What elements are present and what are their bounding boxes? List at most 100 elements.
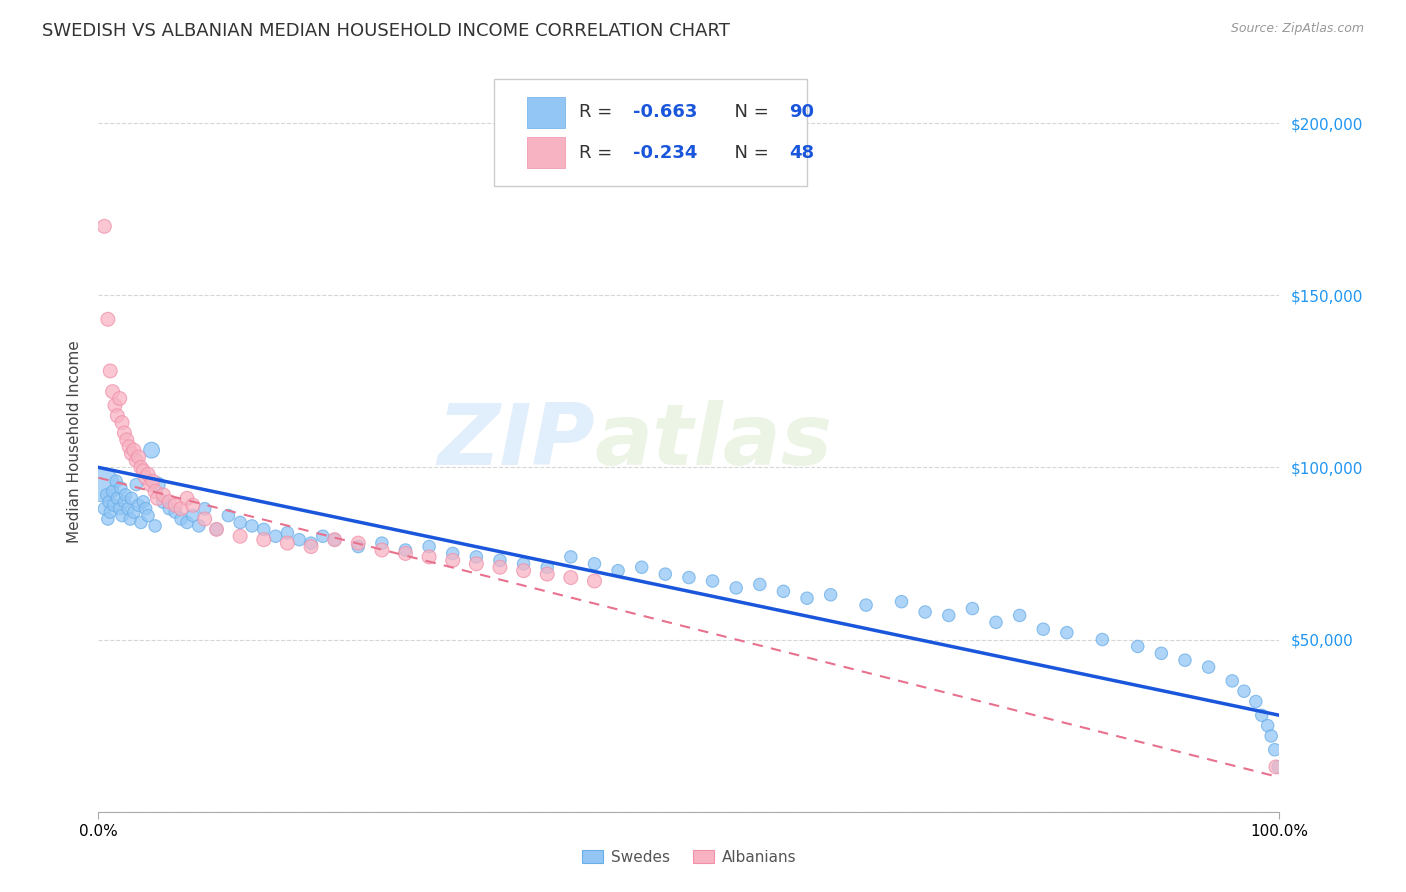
Point — [938, 608, 960, 623]
Text: -0.663: -0.663 — [634, 103, 697, 121]
Point — [103, 498, 125, 512]
Point — [142, 474, 165, 488]
Point — [136, 508, 159, 523]
Point — [105, 491, 128, 506]
Point — [132, 464, 155, 478]
Point — [371, 543, 394, 558]
Point — [371, 536, 394, 550]
Point — [772, 584, 794, 599]
Point — [418, 540, 440, 554]
Point — [118, 440, 141, 454]
Point — [1174, 653, 1197, 667]
Point — [1244, 694, 1267, 708]
Point — [176, 491, 198, 506]
Point — [205, 522, 228, 536]
Point — [1056, 625, 1078, 640]
Point — [583, 574, 606, 588]
Point — [93, 501, 115, 516]
Point — [132, 495, 155, 509]
Point — [112, 425, 135, 440]
Point — [96, 488, 118, 502]
Point — [264, 529, 287, 543]
Point — [121, 491, 143, 506]
Point — [1260, 729, 1282, 743]
Point — [105, 474, 128, 488]
Point — [1220, 673, 1243, 688]
Point — [276, 525, 298, 540]
Point — [984, 615, 1007, 630]
Point — [820, 588, 842, 602]
FancyBboxPatch shape — [494, 78, 807, 186]
Point — [914, 605, 936, 619]
Legend: Swedes, Albanians: Swedes, Albanians — [575, 844, 803, 871]
Point — [117, 501, 139, 516]
Point — [654, 567, 676, 582]
FancyBboxPatch shape — [527, 137, 565, 169]
Point — [702, 574, 724, 588]
Point — [108, 392, 131, 406]
Point — [276, 536, 298, 550]
Point — [288, 533, 311, 547]
Point — [143, 519, 166, 533]
Point — [108, 501, 131, 516]
Point — [312, 529, 335, 543]
Point — [512, 557, 534, 571]
Point — [122, 443, 145, 458]
Point — [229, 529, 252, 543]
Point — [1257, 718, 1279, 732]
Point — [1150, 646, 1173, 660]
Point — [101, 484, 124, 499]
Point — [146, 477, 169, 491]
Point — [748, 577, 770, 591]
Point — [962, 601, 984, 615]
Point — [136, 467, 159, 482]
Point — [111, 508, 134, 523]
Point — [125, 477, 148, 491]
Point — [418, 549, 440, 564]
Y-axis label: Median Household Income: Median Household Income — [67, 340, 83, 543]
Point — [512, 564, 534, 578]
Point — [93, 219, 115, 234]
Point — [152, 495, 174, 509]
Point — [181, 508, 204, 523]
Point — [141, 443, 163, 458]
Point — [157, 495, 180, 509]
Point — [91, 477, 114, 491]
Point — [181, 498, 204, 512]
Point — [112, 495, 135, 509]
Point — [129, 460, 152, 475]
Point — [98, 505, 121, 519]
Point — [1032, 622, 1054, 636]
Point — [146, 491, 169, 506]
Point — [796, 591, 818, 606]
Point — [1267, 760, 1289, 774]
Point — [229, 516, 252, 530]
Point — [187, 519, 209, 533]
Point — [128, 498, 150, 512]
Text: R =: R = — [579, 144, 619, 161]
Point — [465, 549, 488, 564]
Point — [128, 450, 150, 464]
Point — [1126, 640, 1149, 654]
Point — [489, 560, 512, 574]
Point — [890, 595, 912, 609]
Point — [122, 505, 145, 519]
Point — [152, 488, 174, 502]
Point — [114, 488, 136, 502]
Text: N =: N = — [723, 103, 775, 121]
Point — [583, 557, 606, 571]
Point — [105, 409, 128, 423]
Point — [323, 533, 346, 547]
Point — [120, 512, 142, 526]
Point — [630, 560, 652, 574]
Point — [441, 546, 464, 560]
Text: -0.234: -0.234 — [634, 144, 697, 161]
Point — [115, 433, 138, 447]
Point — [1264, 760, 1286, 774]
Point — [1250, 708, 1272, 723]
Point — [205, 522, 228, 536]
Point — [143, 484, 166, 499]
Point — [98, 495, 121, 509]
Point — [323, 533, 346, 547]
Point — [536, 567, 558, 582]
